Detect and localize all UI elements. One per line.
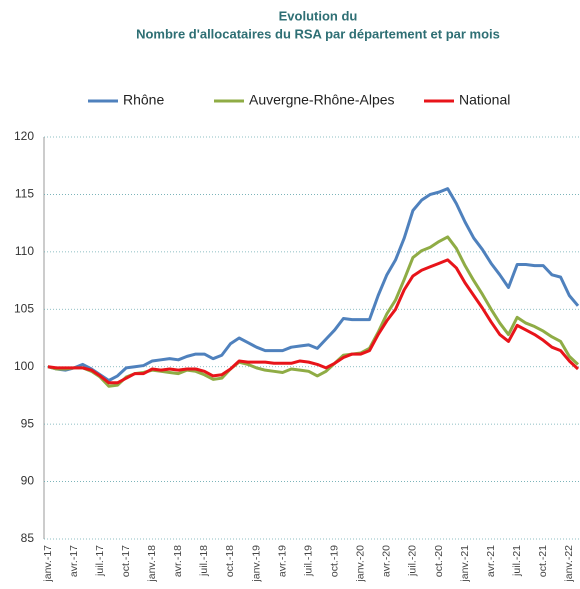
y-tick-label: 95 [21, 416, 35, 430]
y-tick-label: 100 [14, 359, 34, 373]
x-tick-label: avr.-21 [485, 545, 497, 577]
series-line [47, 258, 580, 385]
series-line [47, 187, 580, 382]
x-tick-label: janv.-18 [146, 545, 158, 583]
legend-label: Auvergne-Rhône-Alpes [249, 92, 395, 108]
chart-subtitle: Nombre d'allocataires du RSA par départe… [136, 26, 500, 41]
y-tick-label: 120 [14, 129, 34, 143]
x-tick-label: oct.-20 [433, 545, 445, 577]
x-tick-label: janv.-19 [250, 545, 262, 583]
x-tick-label: oct.-17 [120, 545, 132, 577]
x-tick-label: avr.-19 [276, 545, 288, 577]
x-tick-label: juil.-20 [407, 545, 419, 577]
x-tick-label: janv.-17 [42, 545, 54, 583]
x-tick-label: janv.-21 [459, 545, 471, 583]
x-tick-label: juil.-19 [302, 545, 314, 577]
y-tick-label: 115 [15, 187, 34, 201]
chart-title: Evolution du [279, 8, 358, 23]
x-tick-label: oct.-18 [224, 545, 236, 577]
x-tick-label: juil.-21 [511, 545, 523, 577]
x-tick-label: janv.-20 [355, 545, 367, 583]
x-tick-label: janv.-22 [563, 545, 575, 583]
legend-label: Rhône [123, 92, 164, 108]
x-tick-label: juil.-17 [94, 545, 106, 577]
y-tick-label: 105 [14, 301, 34, 315]
x-tick-label: avr.-20 [381, 545, 393, 577]
y-tick-label: 85 [21, 531, 35, 545]
x-tick-label: juil.-18 [198, 545, 210, 577]
x-tick-label: oct.-21 [537, 545, 549, 577]
x-tick-label: avr.-18 [172, 545, 184, 577]
x-tick-label: avr.-17 [68, 545, 80, 577]
y-tick-label: 110 [15, 244, 34, 258]
x-tick-label: oct.-19 [329, 545, 341, 577]
y-tick-label: 90 [21, 474, 35, 488]
legend-label: National [459, 92, 510, 108]
